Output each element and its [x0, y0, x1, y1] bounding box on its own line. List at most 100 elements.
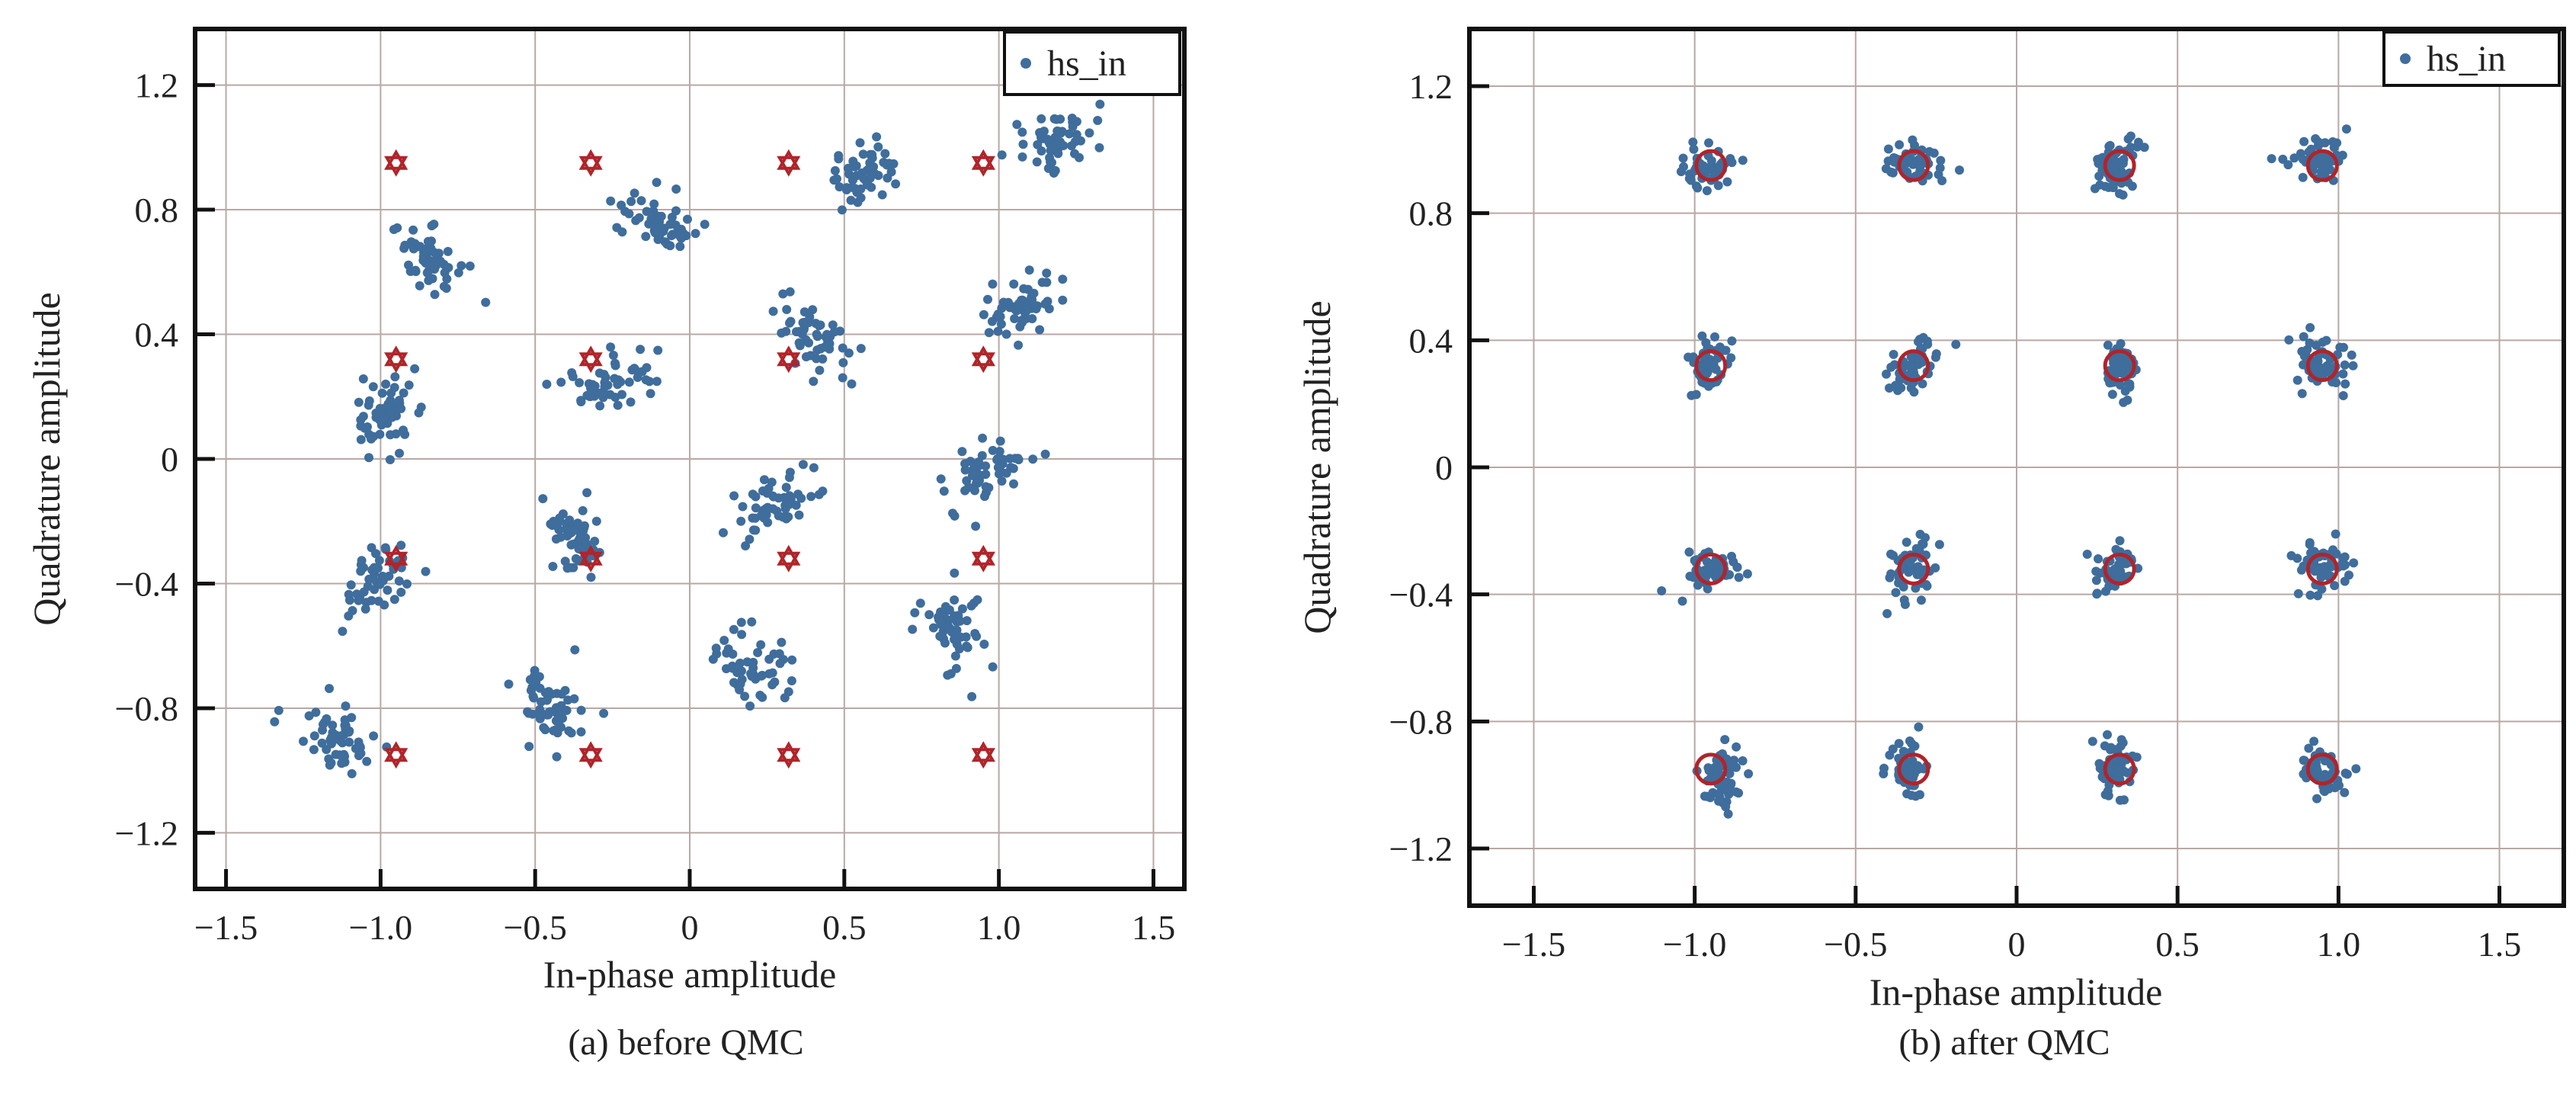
data-point: [610, 361, 620, 371]
data-point: [808, 305, 818, 315]
data-point: [409, 225, 418, 235]
x-tick-label: 1.0: [2317, 925, 2361, 964]
reference-marker: [2103, 149, 2136, 182]
data-point: [368, 382, 378, 392]
data-point: [950, 651, 960, 661]
data-point: [1915, 161, 1924, 170]
data-point: [737, 630, 747, 640]
data-point: [873, 142, 883, 152]
data-point: [769, 649, 779, 659]
data-point: [1012, 120, 1022, 130]
y-axis-label: Quadrature amplitude: [25, 292, 68, 625]
data-point: [573, 522, 583, 532]
data-point: [1895, 140, 1905, 149]
data-point: [856, 344, 866, 354]
data-point: [2100, 741, 2110, 751]
data-point: [1010, 314, 1020, 323]
data-point: [2318, 563, 2328, 573]
data-point: [564, 726, 574, 736]
data-point: [1017, 152, 1027, 162]
data-point: [1676, 167, 1686, 177]
y-tick-label: −0.4: [1389, 576, 1453, 614]
data-point: [1703, 584, 1713, 594]
data-point: [1914, 337, 1923, 347]
reference-marker: [384, 748, 409, 769]
y-tick-label: 0.8: [1409, 194, 1453, 233]
data-point: [527, 709, 537, 719]
data-point: [873, 171, 883, 181]
x-tick-label: 0.5: [822, 908, 867, 947]
data-point: [972, 595, 982, 605]
data-point: [359, 587, 369, 597]
data-point: [1067, 114, 1077, 123]
data-point: [2330, 783, 2340, 793]
data-point: [763, 518, 773, 528]
data-point: [1955, 165, 1964, 175]
data-point: [430, 290, 440, 300]
data-point: [729, 624, 739, 634]
data-point: [950, 511, 960, 521]
data-point: [544, 687, 553, 697]
data-point: [364, 400, 373, 410]
data-point: [274, 705, 284, 715]
data-point: [1908, 156, 1918, 165]
legend-box: [1003, 30, 1181, 96]
data-point: [1042, 268, 1052, 278]
data-point: [798, 318, 808, 328]
data-point: [742, 657, 752, 667]
data-point: [1703, 368, 1713, 378]
y-tick-label: 0: [161, 440, 178, 479]
data-point: [380, 414, 389, 424]
reference-marker: [384, 551, 409, 573]
data-point: [2340, 788, 2350, 797]
data-point: [665, 220, 675, 229]
data-point: [1085, 128, 1094, 138]
reference-marker: [578, 345, 603, 367]
data-point: [1934, 540, 1944, 550]
data-point: [424, 276, 434, 285]
data-point: [768, 504, 778, 514]
data-point: [600, 377, 610, 387]
data-point: [1881, 164, 1891, 174]
data-point: [886, 167, 896, 177]
data-point: [381, 379, 391, 389]
reference-marker: [1897, 752, 1930, 786]
reference-marker: [971, 551, 995, 573]
data-point: [2107, 390, 2117, 399]
data-point: [768, 306, 778, 316]
data-point: [816, 344, 826, 353]
data-point: [852, 171, 862, 181]
data-point: [1684, 547, 1694, 557]
reference-marker: [971, 544, 995, 566]
data-point: [2299, 136, 2309, 146]
data-point: [2111, 544, 2121, 554]
data-point: [755, 691, 765, 700]
data-point: [540, 725, 550, 735]
data-point: [2127, 181, 2137, 191]
data-point: [784, 491, 794, 501]
data-point: [389, 383, 399, 393]
data-point: [325, 684, 334, 694]
data-point: [777, 328, 787, 338]
data-point: [1094, 143, 1104, 152]
y-tick-label: 1.2: [1409, 67, 1453, 106]
data-point: [2103, 791, 2113, 800]
y-tick-label: 0.4: [1409, 321, 1453, 360]
reference-marker: [578, 741, 603, 762]
data-point: [570, 645, 580, 655]
data-point: [542, 710, 552, 720]
data-point: [667, 231, 676, 241]
y-tick-label: −0.8: [115, 689, 178, 728]
data-point: [1894, 739, 1904, 749]
data-point: [311, 707, 321, 717]
data-point: [1722, 777, 1732, 787]
data-point: [818, 354, 828, 364]
reference-marker: [2103, 552, 2136, 585]
data-point: [422, 268, 432, 278]
data-point: [1929, 148, 1939, 158]
data-point: [396, 587, 406, 597]
data-point: [2330, 581, 2340, 591]
data-point: [1027, 314, 1037, 323]
data-point: [2104, 142, 2114, 152]
data-point: [1882, 369, 1891, 379]
